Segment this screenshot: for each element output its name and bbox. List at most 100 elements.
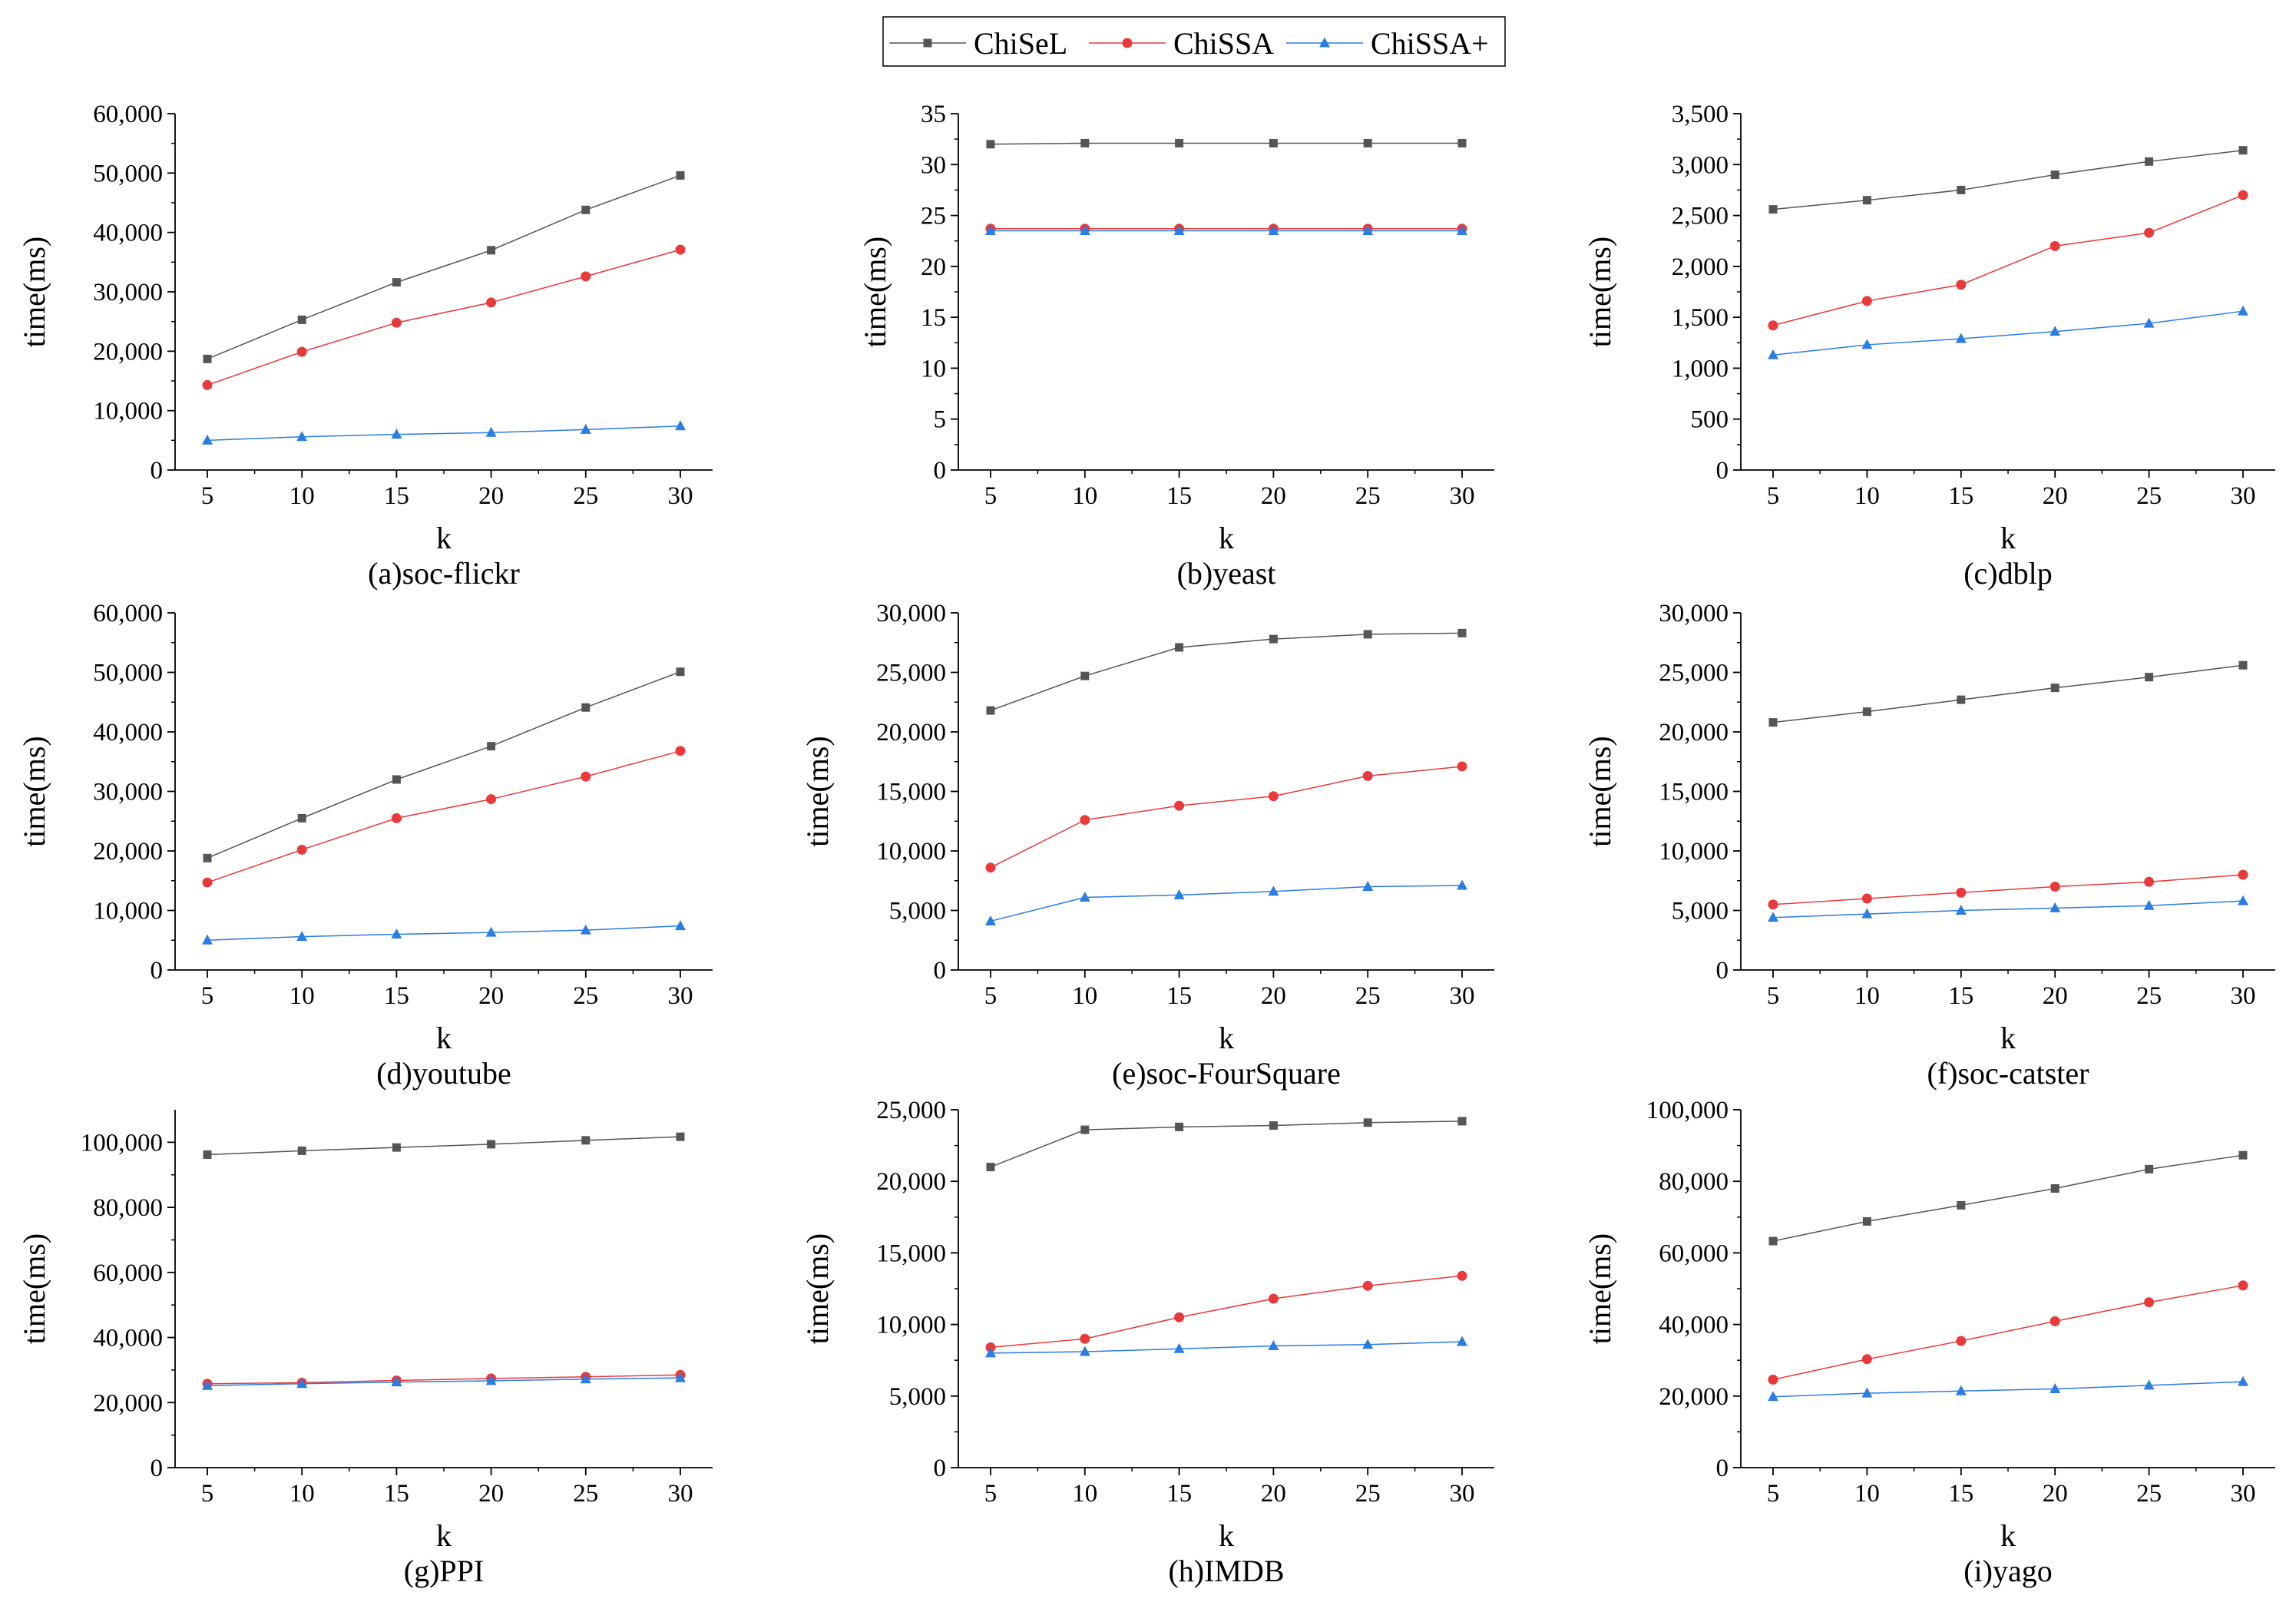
- y-tick-label: 60,000: [93, 101, 163, 128]
- data-point-chissa: [202, 1379, 213, 1390]
- y-tick-label: 500: [1691, 406, 1729, 434]
- y-tick-label: 20,000: [1659, 1383, 1729, 1411]
- y-tick-label: 0: [934, 1455, 947, 1482]
- x-tick-label: 30: [1450, 482, 1475, 510]
- series-chissa: [202, 920, 686, 945]
- series-chissa: [985, 1270, 1467, 1352]
- data-point-chissa: [485, 926, 497, 937]
- x-tick-label: 25: [1355, 982, 1381, 1010]
- series-line-chisel: [990, 1121, 1463, 1168]
- data-point-chissa: [202, 434, 213, 445]
- data-point-chissa: [391, 1376, 402, 1387]
- y-tick-label: 0: [1716, 957, 1729, 985]
- y-tick-label: 25,000: [876, 1097, 946, 1124]
- y-tick-label: 1,000: [1672, 355, 1729, 382]
- series-chissa: [985, 1336, 1467, 1358]
- data-point-chisel: [2145, 157, 2154, 166]
- data-point-chissa: [2238, 1375, 2248, 1386]
- series-line-chisel: [207, 671, 681, 859]
- legend-item-chissa: ChiSSA: [1089, 26, 1274, 61]
- data-point-chisel: [1457, 1117, 1467, 1126]
- x-axis-label: k: [1219, 521, 1234, 555]
- data-point-chissa: [1080, 815, 1090, 826]
- data-point-chissa: [391, 929, 402, 938]
- chart-i-yago: 0 20,000 40,000 60,000 80,000 100,000 5 10 15 20 2…: [1583, 1097, 2275, 1588]
- legend: ChiSeL ChiSSA ChiSSA+: [882, 16, 1506, 67]
- data-point-chissa: [2050, 240, 2060, 251]
- data-point-chissa: [1362, 224, 1374, 235]
- series-line-chissa: [990, 1341, 1463, 1354]
- data-point-chissa: [1768, 1391, 1778, 1402]
- data-point-chissa: [2050, 1382, 2061, 1393]
- data-point-chisel: [1457, 138, 1467, 147]
- y-tick-label: 15,000: [876, 779, 946, 806]
- y-tick-label: 30,000: [876, 600, 946, 627]
- legend-marker: [1122, 38, 1133, 48]
- x-tick-label: 10: [1854, 482, 1880, 510]
- series-chisel: [1768, 660, 2248, 727]
- data-point-chissa: [2050, 902, 2061, 912]
- y-tick-label: 30: [921, 151, 946, 179]
- data-point-chissa: [1362, 881, 1374, 891]
- legend-label: ChiSeL: [974, 26, 1067, 61]
- legend-marker: [1319, 37, 1330, 48]
- data-point-chissa: [1956, 1336, 1967, 1346]
- y-axis-label: time(ms): [800, 1233, 835, 1344]
- x-axis-label: k: [436, 1518, 452, 1553]
- y-tick-label: 30,000: [93, 279, 163, 306]
- data-point-chisel: [1957, 1200, 1966, 1210]
- y-tick-label: 2,500: [1672, 203, 1729, 230]
- series-chisel: [203, 667, 685, 862]
- y-tick-label: 10,000: [93, 398, 163, 425]
- series-line-chissa: [1772, 1285, 2244, 1381]
- y-axis-label: time(ms): [17, 736, 51, 846]
- y-tick-label: 20,000: [1659, 719, 1729, 746]
- x-tick-label: 15: [1948, 1480, 1973, 1508]
- data-point-chisel: [2050, 684, 2059, 693]
- x-tick-label: 20: [478, 482, 504, 510]
- x-axis-label: k: [1219, 1021, 1234, 1055]
- data-point-chisel: [1768, 205, 1778, 214]
- y-tick-label: 20: [921, 253, 946, 281]
- y-tick-label: 10,000: [93, 898, 163, 925]
- data-point-chisel: [392, 278, 401, 287]
- data-point-chisel: [1957, 695, 1966, 704]
- data-point-chissa: [296, 931, 308, 942]
- y-tick-label: 50,000: [93, 660, 163, 687]
- series-line-chissa: [1772, 194, 2244, 326]
- data-point-chissa: [1457, 1270, 1467, 1281]
- data-point-chisel: [1862, 196, 1871, 205]
- data-point-chissa: [1174, 800, 1185, 811]
- x-axis-label: k: [2000, 1021, 2016, 1055]
- y-tick-label: 20,000: [876, 1168, 946, 1196]
- data-point-chissa: [1362, 770, 1373, 781]
- data-point-chissa: [1079, 891, 1090, 902]
- legend-item-chisel: ChiSeL: [889, 26, 1067, 61]
- data-point-chisel: [392, 1143, 401, 1152]
- y-tick-label: 1,500: [1672, 304, 1729, 332]
- data-point-chissa: [1457, 1336, 1467, 1346]
- series-chisel: [203, 170, 685, 363]
- x-tick-label: 25: [573, 1480, 598, 1508]
- data-point-chissa: [296, 346, 307, 357]
- x-tick-label: 10: [1854, 982, 1880, 1010]
- y-tick-label: 3,000: [1672, 151, 1729, 179]
- x-tick-label: 25: [1355, 1480, 1381, 1508]
- data-point-chissa: [1268, 1293, 1279, 1304]
- data-point-chisel: [203, 1150, 212, 1159]
- series-chissa: [1768, 190, 2248, 331]
- series-line-chisel: [990, 632, 1463, 711]
- x-tick-label: 5: [984, 1480, 997, 1508]
- y-tick-label: 5: [934, 406, 947, 434]
- data-point-chissa: [2238, 869, 2248, 880]
- data-point-chisel: [1363, 630, 1372, 639]
- data-point-chisel: [986, 140, 995, 149]
- data-point-chissa: [1768, 349, 1778, 359]
- data-point-chissa: [1861, 339, 1873, 349]
- series-chisel: [986, 628, 1467, 715]
- y-tick-label: 25,000: [1659, 660, 1729, 687]
- series-line-chissa: [1772, 310, 2244, 356]
- data-point-chisel: [1175, 1122, 1184, 1131]
- data-point-chisel: [581, 1136, 591, 1145]
